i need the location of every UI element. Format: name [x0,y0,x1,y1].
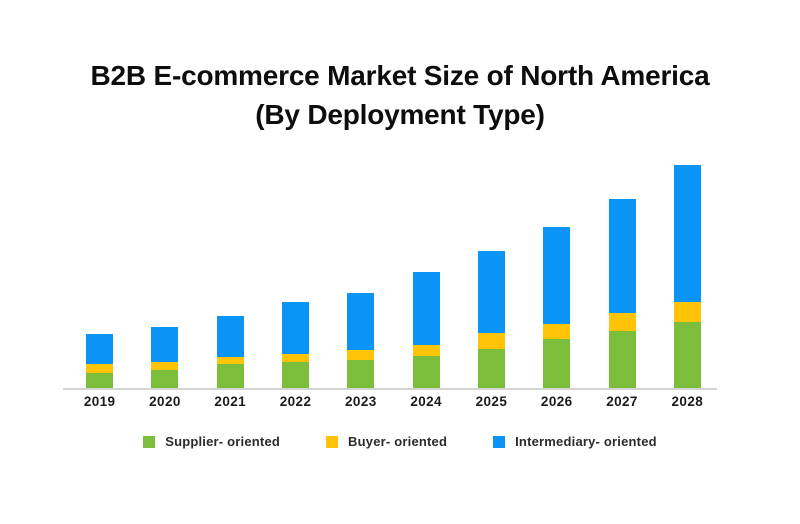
bar-segment-supplier-oriented-2020 [151,370,179,389]
bar-segment-supplier-oriented-2025 [477,349,505,389]
stacked-bar-2024 [412,272,440,389]
legend-label-supplier: Supplier- oriented [165,434,281,449]
bar-slot-2024 [393,150,458,389]
bar-segment-buyer-oriented-2019 [86,364,114,373]
bar-segment-supplier-oriented-2023 [347,360,375,389]
x-tick-label-2026: 2026 [540,394,573,409]
bar-segment-buyer-oriented-2025 [477,333,505,349]
bar-segment-intermediary-oriented-2023 [347,293,375,350]
bar-segment-intermediary-oriented-2027 [608,199,636,313]
x-tick-label-2023: 2023 [345,394,377,409]
bar-slot-2020 [132,150,197,389]
legend-item-supplier: Supplier- oriented [143,434,280,449]
x-tick-label-2025: 2025 [475,394,508,409]
bar-segment-buyer-oriented-2022 [282,354,310,362]
stacked-bar-2027 [608,199,636,389]
bar-slot-2022 [263,150,328,389]
bar-slot-2025 [459,150,524,389]
bar-segment-buyer-oriented-2028 [673,302,701,322]
x-tick-label-2024: 2024 [410,394,442,409]
bar-segment-intermediary-oriented-2028 [673,165,701,302]
bar-segment-supplier-oriented-2028 [673,322,701,389]
bar-segment-supplier-oriented-2024 [412,356,440,389]
legend-item-intermediary: Intermediary- oriented [493,434,657,449]
bar-segment-buyer-oriented-2026 [543,324,571,339]
x-tick-label-2027: 2027 [606,394,638,409]
bar-segment-buyer-oriented-2023 [347,350,375,360]
legend-item-buyer: Buyer- oriented [326,434,447,449]
bar-segment-intermediary-oriented-2026 [543,227,571,324]
bar-segment-supplier-oriented-2026 [543,339,571,389]
stacked-bar-2023 [347,293,375,389]
x-tick-label-2021: 2021 [214,394,247,409]
stacked-bar-2028 [673,165,701,389]
bar-segment-buyer-oriented-2020 [151,362,179,370]
x-axis-line [63,388,717,390]
bar-segment-intermediary-oriented-2025 [477,251,505,333]
chart-title-line2: (By Deployment Type) [255,99,545,130]
x-tick-label-2022: 2022 [279,394,312,409]
chart-title-line1: B2B E-commerce Market Size of North Amer… [90,60,710,91]
bar-segment-buyer-oriented-2021 [216,357,244,364]
chart-title: B2B E-commerce Market Size of North Amer… [0,56,800,134]
bar-slot-2026 [524,150,589,389]
bar-slot-2023 [328,150,393,389]
bar-segment-supplier-oriented-2027 [608,331,636,389]
x-tick-label-2020: 2020 [149,394,181,409]
stacked-bar-2021 [216,316,244,389]
bar-segment-supplier-oriented-2022 [282,362,310,389]
bar-segment-buyer-oriented-2024 [412,345,440,356]
bar-segment-supplier-oriented-2019 [86,373,114,389]
stacked-bar-2020 [151,327,179,389]
x-tick-label-2019: 2019 [83,394,116,409]
legend-label-buyer: Buyer- oriented [348,434,448,449]
bars-row [67,150,720,389]
legend: Supplier- oriented Buyer- oriented Inter… [0,434,800,449]
bar-segment-supplier-oriented-2021 [216,364,244,389]
stacked-bar-2025 [477,251,505,389]
bar-segment-buyer-oriented-2027 [608,313,636,331]
stacked-bar-2019 [86,334,114,389]
intermediary-swatch-icon [493,435,506,448]
bar-segment-intermediary-oriented-2021 [216,316,244,357]
bar-slot-2019 [67,150,132,389]
bar-segment-intermediary-oriented-2024 [412,272,440,345]
stacked-bar-2022 [282,302,310,389]
x-tick-label-2028: 2028 [671,394,704,409]
bar-segment-intermediary-oriented-2022 [282,302,310,354]
stacked-bar-2026 [543,227,571,389]
bar-slot-2021 [198,150,263,389]
x-axis-labels: 2019 2020 2021 2022 2023 2024 2025 2026 2027 2028 [67,394,720,409]
supplier-swatch-icon [143,435,156,448]
bar-slot-2027 [589,150,654,389]
bar-slot-2028 [655,150,720,389]
buyer-swatch-icon [326,435,339,448]
bar-segment-intermediary-oriented-2020 [151,327,179,362]
legend-label-intermediary: Intermediary- oriented [515,434,657,449]
bar-segment-intermediary-oriented-2019 [86,334,114,364]
